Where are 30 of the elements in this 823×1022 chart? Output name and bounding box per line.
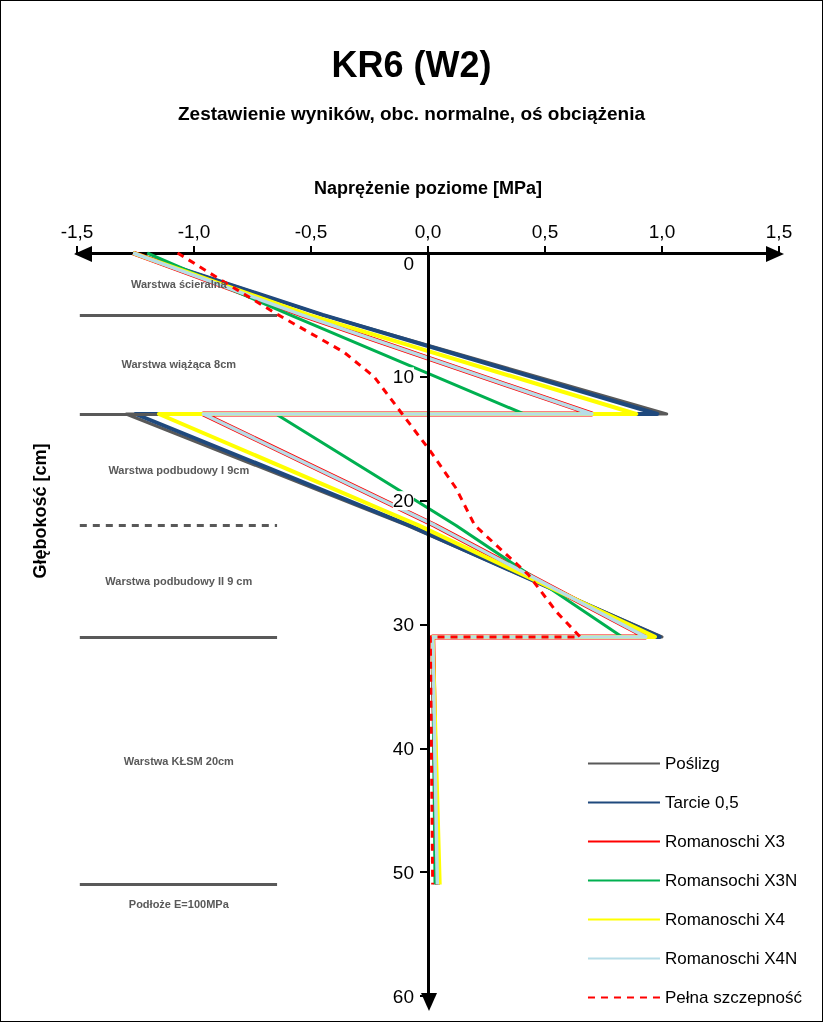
legend-label: Pełna szczepność <box>664 988 803 1007</box>
legend-label: Poślizg <box>664 754 720 773</box>
annotation: Warstwa wiążąca 8cm <box>121 358 237 371</box>
y-tick-label: 50 <box>392 861 414 883</box>
legend-label: Romansochi X3N <box>664 871 798 890</box>
x-tick-label: 1,0 <box>648 221 676 242</box>
legend-label: Tarcie 0,5 <box>664 793 739 812</box>
y-tick-label: 0 <box>403 252 414 274</box>
x-tick-label: -1,5 <box>60 221 94 242</box>
y-tick-label: 30 <box>392 614 414 635</box>
x-tick-label: -0,5 <box>294 221 328 242</box>
y-tick-label: 10 <box>392 366 414 388</box>
chart-title: KR6 (W2) <box>331 43 492 85</box>
annotation: Podłoże E=100MPa <box>128 898 230 911</box>
y-tick-label: 40 <box>392 737 414 759</box>
annotation: Warstwa podbudowy II 9 cm <box>105 575 253 588</box>
y-tick-label: 20 <box>392 490 414 512</box>
x-tick-label: -1,0 <box>177 221 211 242</box>
legend-label: Romanoschi X4N <box>664 949 798 968</box>
x-axis-title: Naprężenie poziome [MPa] <box>313 178 543 198</box>
annotation: Warstwa KŁSM 20cm <box>123 754 235 767</box>
y-tick-label: 60 <box>392 985 414 1007</box>
legend-label: Romanoschi X3 <box>664 832 785 851</box>
y-axis-title: Głębokość [cm] <box>30 443 50 579</box>
x-tick-label: 0,5 <box>531 221 559 242</box>
x-tick-label: 1,5 <box>765 221 793 242</box>
x-tick-label: 0,0 <box>414 221 442 242</box>
annotation: Warstwa podbudowy I 9cm <box>108 463 250 476</box>
chart-subtitle: Zestawienie wyników, obc. normalne, oś obciążenia <box>177 103 646 124</box>
legend-label: Romanoschi X4 <box>664 910 785 929</box>
